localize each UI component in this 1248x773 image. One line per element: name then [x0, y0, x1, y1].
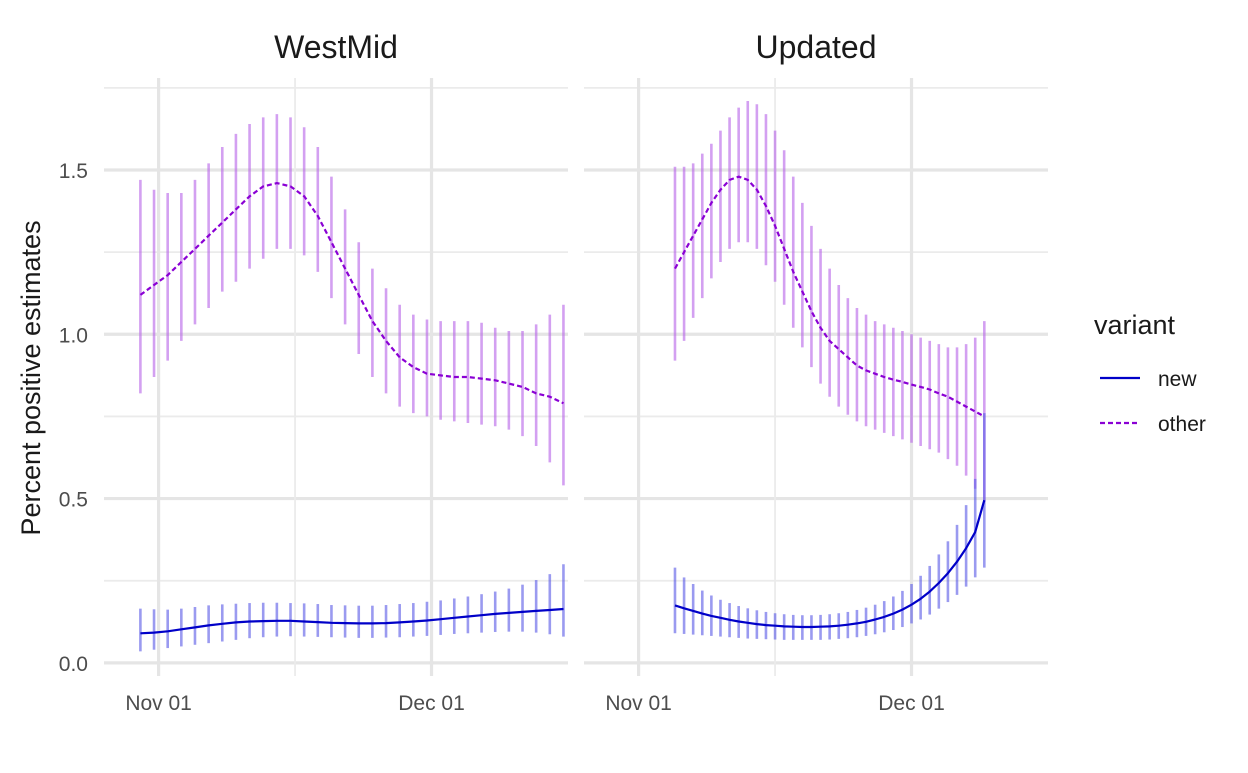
lines-westmid	[139, 182, 564, 635]
series-line-new	[140, 607, 564, 635]
x-tick-label: Dec 01	[398, 692, 465, 715]
error-bars-westmid	[139, 114, 565, 652]
x-ticks-updated: Nov 01 Dec 01	[605, 692, 944, 715]
series-line-other	[674, 175, 985, 418]
series-line-new	[674, 499, 986, 629]
legend-title: variant	[1094, 310, 1176, 340]
x-tick-label: Dec 01	[878, 692, 945, 715]
x-tick-label: Nov 01	[125, 692, 192, 715]
y-tick-label: 0.5	[59, 489, 88, 512]
grid-westmid	[104, 78, 568, 676]
panel-title-westmid: WestMid	[274, 29, 398, 65]
y-tick-label: 0.0	[59, 653, 88, 676]
x-tick-label: Nov 01	[605, 692, 672, 715]
panel-updated: Updated Nov 01 Dec 01	[584, 29, 1048, 715]
y-tick-label: 1.0	[59, 324, 88, 347]
error-bars-updated	[673, 101, 986, 640]
legend: variant new other	[1094, 310, 1206, 436]
y-axis-label: Percent positive estimates	[16, 220, 46, 535]
panel-title-updated: Updated	[756, 29, 877, 65]
legend-label-new: new	[1158, 368, 1197, 391]
grid-updated	[584, 78, 1048, 676]
x-ticks-westmid: Nov 01 Dec 01	[125, 692, 464, 715]
legend-label-other: other	[1158, 413, 1206, 436]
lines-updated	[674, 175, 986, 629]
series-line-other	[139, 182, 564, 405]
panel-westmid: WestMid Nov 01 Dec 01	[104, 29, 568, 715]
y-ticks: 0.0 0.5 1.0 1.5	[59, 160, 88, 676]
y-tick-label: 1.5	[59, 160, 88, 183]
